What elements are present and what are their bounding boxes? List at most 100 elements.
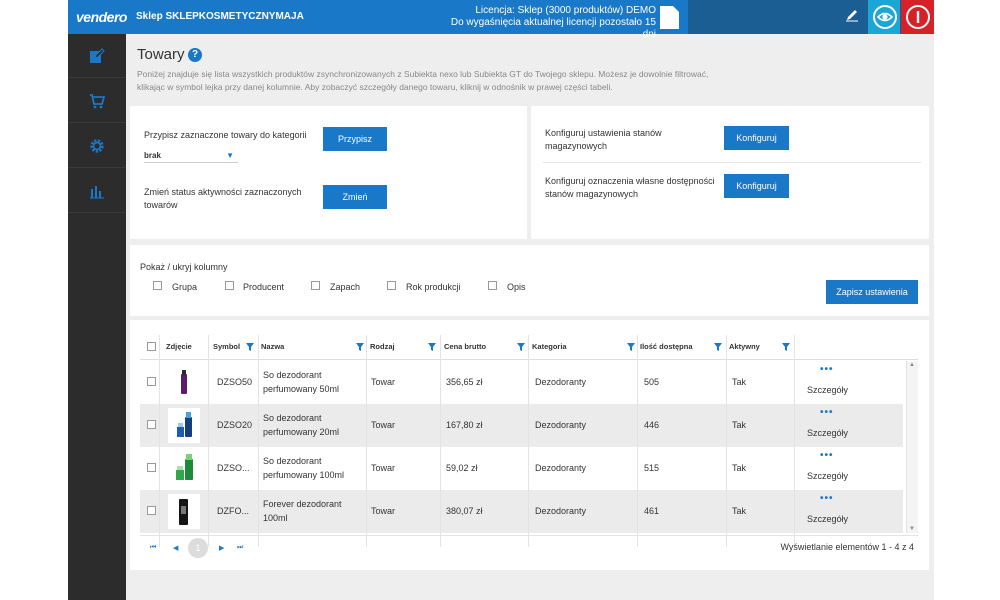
details-link[interactable]: Szczegóły — [807, 428, 849, 438]
more-options-icon[interactable]: ••• — [820, 407, 834, 418]
last-page-icon[interactable]: ⏭ — [237, 544, 244, 551]
scroll-down-icon[interactable]: ▼ — [909, 526, 915, 532]
first-page-icon[interactable]: ⏮ — [150, 544, 157, 551]
more-options-icon[interactable]: ••• — [820, 450, 834, 461]
vendero-logo[interactable]: vendero — [76, 9, 127, 25]
stock-config-button[interactable]: Konfiguruj — [724, 126, 789, 150]
column-checkbox-grupa[interactable] — [153, 281, 162, 290]
product-thumbnail — [168, 494, 200, 529]
chevron-down-icon: ▼ — [226, 151, 234, 160]
sidebar-item-orders[interactable] — [68, 79, 126, 123]
product-category: Dezodoranty — [535, 463, 587, 473]
logout-button[interactable] — [901, 0, 934, 34]
product-thumbnail — [168, 451, 200, 486]
pencil-icon[interactable] — [842, 7, 862, 27]
product-name-line-1: Forever dezodorant — [263, 499, 342, 509]
table-row[interactable]: DZSO... So dezodorant perfumowany 100ml … — [140, 447, 903, 490]
change-status-button[interactable]: Zmień — [323, 185, 387, 209]
assign-button[interactable]: Przypisz — [323, 127, 387, 151]
column-visibility-heading: Pokaż / ukryj kolumny — [140, 262, 228, 272]
next-page-icon[interactable]: ▶ — [219, 545, 225, 552]
help-icon[interactable]: ? — [188, 48, 202, 62]
stock-config-panel: Konfiguruj ustawienia stanów magazynowyc… — [531, 106, 929, 239]
sidebar-item-products[interactable] — [68, 34, 126, 78]
panel-divider — [543, 162, 921, 163]
header-name[interactable]: Nazwa — [261, 342, 285, 351]
current-page-button[interactable]: 1 — [188, 538, 208, 558]
main-content: Towary ? Poniżej znajduje się lista wszy… — [126, 34, 934, 600]
column-checkbox-opis[interactable] — [488, 281, 497, 290]
product-quantity: 515 — [644, 463, 660, 473]
product-name: So dezodorant perfumowany 50ml — [263, 368, 363, 396]
table-row[interactable]: DZFO... Forever dezodorant 100ml Towar 3… — [140, 490, 903, 533]
cart-icon — [90, 94, 105, 109]
save-columns-button[interactable]: Zapisz ustawienia — [826, 280, 918, 304]
filter-icon[interactable] — [246, 343, 254, 351]
select-all-checkbox[interactable] — [147, 342, 156, 351]
column-checkbox-producent[interactable] — [225, 281, 234, 290]
header-quantity[interactable]: Ilość dostępna — [640, 342, 693, 351]
filter-icon[interactable] — [627, 343, 635, 351]
category-select[interactable]: brak ▼ — [144, 149, 238, 163]
sidebar — [68, 34, 126, 600]
product-name-line-2: 100ml — [263, 513, 288, 523]
column-divider — [159, 335, 160, 547]
product-type: Towar — [371, 463, 396, 473]
filter-icon[interactable] — [517, 343, 525, 351]
column-checkbox-zapach[interactable] — [311, 281, 320, 290]
filter-icon[interactable] — [714, 343, 722, 351]
license-info: Licencja: Sklep (3000 produktów) DEMO Do… — [450, 5, 656, 41]
product-type: Towar — [371, 377, 396, 387]
column-divider — [528, 335, 529, 547]
details-link[interactable]: Szczegóły — [807, 385, 849, 395]
product-type: Towar — [371, 420, 396, 430]
filter-icon[interactable] — [782, 343, 790, 351]
column-option-opis: Opis — [507, 282, 526, 292]
gear-icon — [90, 139, 104, 153]
header-symbol[interactable]: Symbol — [213, 342, 241, 351]
row-checkbox[interactable] — [147, 420, 156, 429]
column-checkbox-rok-produkcji[interactable] — [387, 281, 396, 290]
product-name-line-2: perfumowany 20ml — [263, 427, 340, 437]
page-title: Towary — [137, 46, 185, 63]
eye-icon — [873, 5, 897, 29]
table-row[interactable]: DZSO50 So dezodorant perfumowany 50ml To… — [140, 361, 903, 404]
product-thumbnail — [168, 408, 200, 443]
product-symbol: DZSO50 — [217, 377, 253, 387]
product-symbol: DZSO20 — [217, 420, 253, 430]
status-change-label: Zmień status aktywności zaznaczonych tow… — [144, 187, 302, 210]
chart-icon — [90, 186, 104, 199]
product-name-line-1: So dezodorant — [263, 413, 322, 423]
assign-category-label: Przypisz zaznaczone towary do kategorii — [144, 130, 307, 140]
more-options-icon[interactable]: ••• — [820, 364, 834, 375]
product-category: Dezodoranty — [535, 506, 587, 516]
sidebar-item-reports[interactable] — [68, 169, 126, 213]
header-type[interactable]: Rodzaj — [370, 342, 395, 351]
details-link[interactable]: Szczegóły — [807, 514, 849, 524]
product-quantity: 461 — [644, 506, 660, 516]
row-checkbox[interactable] — [147, 506, 156, 515]
header-price[interactable]: Cena brutto — [444, 342, 487, 351]
header-active[interactable]: Aktywny — [729, 342, 760, 351]
availability-marks-label: Konfiguruj oznaczenia własne dostępności… — [545, 176, 715, 199]
header-category[interactable]: Kategoria — [532, 342, 567, 351]
column-visibility-panel: Pokaż / ukryj kolumny Grupa Producent Za… — [130, 245, 929, 316]
filter-icon[interactable] — [356, 343, 364, 351]
top-bar: vendero Sklep SKLEPKOSMETYCZNYMAJA Licen… — [68, 0, 934, 40]
details-link[interactable]: Szczegóły — [807, 471, 849, 481]
prev-page-icon[interactable]: ◀ — [173, 545, 179, 552]
table-scrollbar[interactable]: ▲ ▼ — [906, 361, 918, 533]
table-row[interactable]: DZSO20 So dezodorant perfumowany 20ml To… — [140, 404, 903, 447]
product-price: 380,07 zł — [446, 506, 483, 516]
row-checkbox[interactable] — [147, 377, 156, 386]
availability-marks-button[interactable]: Konfiguruj — [724, 174, 789, 198]
document-icon[interactable] — [660, 6, 679, 29]
more-options-icon[interactable]: ••• — [820, 493, 834, 504]
sidebar-item-settings[interactable] — [68, 124, 126, 168]
row-checkbox[interactable] — [147, 463, 156, 472]
filter-icon[interactable] — [428, 343, 436, 351]
column-divider — [440, 335, 441, 547]
preview-shop-button[interactable] — [868, 0, 900, 34]
scroll-up-icon[interactable]: ▲ — [909, 362, 915, 368]
product-name: So dezodorant perfumowany 100ml — [263, 454, 363, 482]
